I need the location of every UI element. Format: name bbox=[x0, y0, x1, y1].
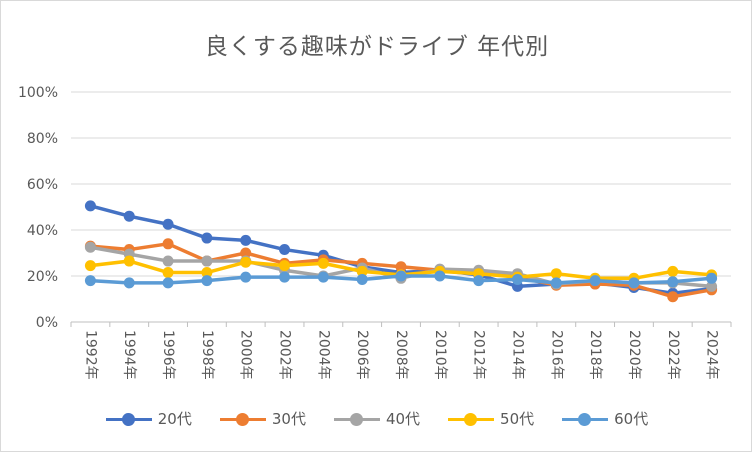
y-tick-label: 40% bbox=[27, 223, 58, 239]
legend: 20代 30代 40代 50代 60代 bbox=[1, 408, 752, 429]
data-point bbox=[279, 271, 291, 283]
data-point bbox=[279, 244, 291, 256]
legend-marker bbox=[333, 412, 380, 426]
data-point bbox=[473, 275, 485, 287]
data-point bbox=[395, 270, 407, 282]
x-tick-label: 1998年 bbox=[199, 330, 215, 380]
y-tick-label: 80% bbox=[27, 131, 58, 147]
data-point bbox=[162, 218, 174, 230]
data-point bbox=[162, 255, 174, 267]
data-point bbox=[201, 275, 213, 287]
data-point bbox=[240, 234, 252, 246]
x-tick-label: 2000年 bbox=[238, 330, 254, 380]
legend-label: 20代 bbox=[157, 410, 192, 428]
data-point bbox=[550, 277, 562, 289]
legend-label: 50代 bbox=[500, 410, 535, 428]
legend-item: 60代 bbox=[562, 408, 648, 429]
data-point bbox=[589, 275, 601, 287]
plot-area: 0% 20% 40% 60% 80% 100% 1992年 1994年 1996年 1998年 20… bbox=[18, 85, 732, 380]
data-point bbox=[511, 273, 523, 285]
data-point bbox=[84, 200, 96, 212]
x-tick-label: 2016年 bbox=[548, 330, 564, 380]
data-point bbox=[628, 277, 640, 289]
x-tick-label: 1996年 bbox=[160, 330, 176, 380]
data-point bbox=[123, 277, 135, 289]
legend-marker bbox=[219, 412, 266, 426]
data-point bbox=[162, 277, 174, 289]
x-tick-label: 2020年 bbox=[626, 330, 642, 380]
data-point bbox=[395, 261, 407, 273]
y-tick-label: 0% bbox=[36, 315, 58, 331]
legend-label: 60代 bbox=[614, 410, 649, 428]
data-point bbox=[356, 273, 368, 285]
y-tick-label: 60% bbox=[27, 177, 58, 193]
x-tick-label: 2018年 bbox=[587, 330, 603, 380]
legend-item: 40代 bbox=[333, 408, 421, 429]
legend-marker bbox=[448, 412, 495, 426]
x-tick-label: 2006年 bbox=[354, 330, 370, 380]
data-point bbox=[706, 280, 718, 292]
legend-label: 40代 bbox=[385, 410, 421, 428]
data-point bbox=[279, 260, 291, 272]
data-point bbox=[356, 265, 368, 277]
x-tick-label: 2008年 bbox=[393, 330, 409, 380]
data-point bbox=[434, 270, 446, 282]
x-tick-label: 2010年 bbox=[432, 330, 448, 380]
chart-title: 良くする趣味がドライブ 年代別 bbox=[204, 34, 550, 60]
data-point bbox=[123, 210, 135, 222]
x-tick-label: 2024年 bbox=[704, 330, 720, 380]
legend-marker bbox=[105, 412, 152, 426]
data-point bbox=[667, 291, 679, 303]
data-point bbox=[201, 255, 213, 267]
x-tick-label: 2012年 bbox=[471, 330, 487, 380]
legend-item: 50代 bbox=[448, 408, 534, 429]
data-point bbox=[317, 257, 329, 269]
data-point bbox=[201, 267, 213, 279]
data-point bbox=[317, 271, 329, 283]
data-point bbox=[162, 238, 174, 250]
x-tick-label: 2022年 bbox=[665, 330, 681, 380]
data-point bbox=[240, 271, 252, 283]
data-point bbox=[84, 241, 96, 253]
data-point bbox=[240, 247, 252, 259]
x-tick-label: 2004年 bbox=[315, 330, 331, 380]
x-tick-label: 2014年 bbox=[509, 330, 525, 380]
data-point bbox=[550, 268, 562, 280]
legend-item: 20代 bbox=[105, 408, 192, 429]
data-point bbox=[84, 275, 96, 287]
legend-item: 30代 bbox=[219, 408, 306, 429]
x-tick-label: 1994年 bbox=[121, 330, 137, 380]
data-point bbox=[240, 256, 252, 268]
data-point bbox=[667, 276, 679, 288]
data-point bbox=[162, 267, 174, 279]
legend-marker bbox=[562, 412, 609, 426]
y-tick-label: 20% bbox=[27, 269, 58, 285]
y-tick-label: 100% bbox=[18, 85, 58, 101]
x-tick-label: 1992年 bbox=[82, 330, 98, 380]
data-point bbox=[84, 260, 96, 272]
data-point bbox=[123, 255, 135, 267]
data-point bbox=[201, 232, 213, 244]
legend-label: 30代 bbox=[271, 410, 306, 428]
data-point bbox=[667, 265, 679, 277]
data-point bbox=[706, 272, 718, 284]
x-tick-label: 2002年 bbox=[277, 330, 293, 380]
